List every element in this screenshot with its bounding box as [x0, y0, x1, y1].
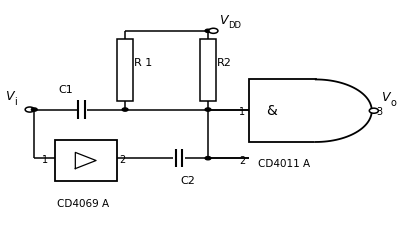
- Text: R2: R2: [217, 58, 232, 68]
- Circle shape: [205, 29, 211, 32]
- Circle shape: [31, 108, 37, 111]
- Text: 1: 1: [42, 155, 48, 165]
- Text: i: i: [15, 97, 17, 107]
- Circle shape: [369, 108, 379, 113]
- Circle shape: [25, 107, 34, 112]
- Text: 3: 3: [376, 107, 382, 117]
- Text: o: o: [391, 98, 397, 108]
- Bar: [54, 140, 117, 181]
- Bar: [250, 79, 316, 142]
- Bar: [314, 80, 317, 141]
- Text: V: V: [381, 91, 390, 104]
- Text: R 1: R 1: [134, 58, 152, 68]
- Bar: [200, 39, 216, 101]
- Circle shape: [122, 108, 128, 111]
- Circle shape: [205, 157, 211, 160]
- Text: 1: 1: [239, 107, 245, 117]
- Text: &: &: [266, 104, 277, 118]
- Text: CD4069 A: CD4069 A: [57, 199, 109, 209]
- Text: 2: 2: [239, 156, 245, 166]
- Circle shape: [209, 28, 218, 33]
- Text: C1: C1: [59, 85, 74, 95]
- Text: C2: C2: [181, 176, 196, 186]
- Text: V: V: [219, 14, 227, 27]
- Text: CD4011 A: CD4011 A: [258, 159, 310, 169]
- Text: DD: DD: [228, 21, 241, 31]
- Bar: [117, 39, 133, 101]
- Text: V: V: [5, 90, 13, 103]
- Circle shape: [205, 108, 211, 111]
- Text: 2: 2: [119, 155, 125, 165]
